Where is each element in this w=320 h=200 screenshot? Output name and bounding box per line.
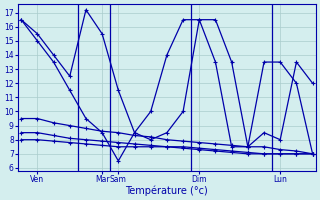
X-axis label: Température (°c): Température (°c) [125,185,208,196]
